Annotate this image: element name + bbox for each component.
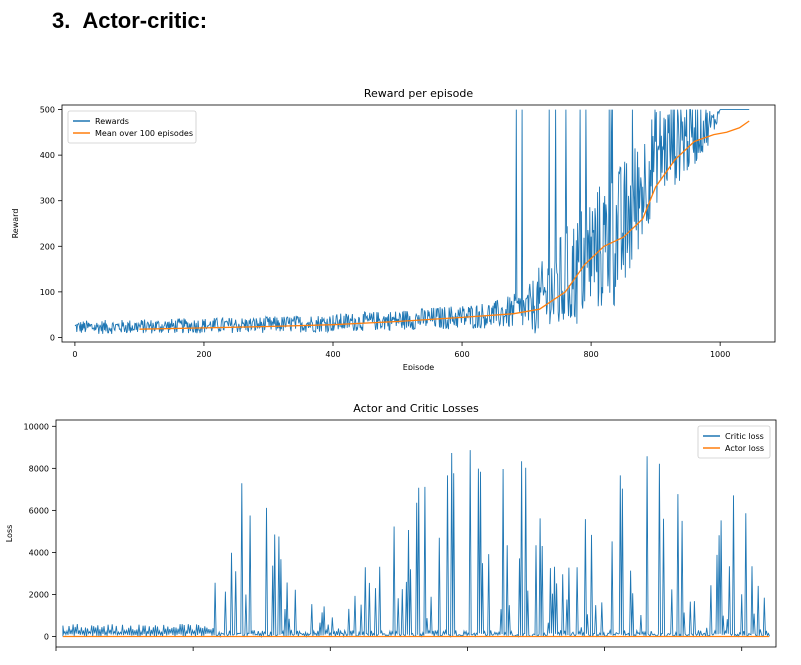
x-tick-label: 600 xyxy=(454,350,469,359)
series-group xyxy=(74,109,750,334)
chart-title: Actor and Critic Losses xyxy=(353,402,479,415)
plot-frame xyxy=(61,104,776,343)
legend: Critic loss Actor loss xyxy=(697,425,771,459)
series-line-2 xyxy=(139,120,750,330)
series-line-1 xyxy=(74,109,750,334)
y-tick-label: 200 xyxy=(40,242,55,251)
x-tick-label: 400 xyxy=(325,350,340,359)
y-tick-label: 10000 xyxy=(24,422,49,431)
x-tick-label: 200 xyxy=(196,350,211,359)
legend-label-2: Mean over 100 episodes xyxy=(95,129,193,138)
y-tick-label: 100 xyxy=(40,288,55,297)
loss-chart: Actor and Critic Losses 0 2000 4000 6000 8000… xyxy=(5,402,777,651)
y-tick-label: 0 xyxy=(50,333,55,342)
section-heading: 3. Actor-critic: xyxy=(52,8,207,34)
y-tick-label: 400 xyxy=(40,151,55,160)
legend-box xyxy=(67,110,197,144)
x-axis-label: Episode xyxy=(403,363,434,370)
section-number: 3. xyxy=(52,8,71,33)
y-tick-label: 500 xyxy=(40,106,55,115)
legend-label-2: Actor loss xyxy=(725,444,764,453)
legend: Rewards Mean over 100 episodes xyxy=(67,110,197,144)
plot-frame xyxy=(55,419,777,648)
x-tick-label: 0 xyxy=(72,350,77,359)
legend-box xyxy=(697,425,771,459)
reward-chart: Reward per episode 0 100 200 300 400 500 0 200 40… xyxy=(11,87,776,370)
section-title: Actor-critic: xyxy=(82,8,208,33)
series-line-1 xyxy=(62,450,770,639)
y-tick-label: 4000 xyxy=(29,548,49,557)
x-tick-label: 800 xyxy=(583,350,598,359)
y-tick-label: 8000 xyxy=(29,464,49,473)
legend-label-1: Rewards xyxy=(95,117,129,126)
y-axis-label: Reward xyxy=(11,209,20,239)
y-tick-label: 0 xyxy=(44,632,49,641)
y-tick-label: 300 xyxy=(40,197,55,206)
x-tick-label: 1000 xyxy=(710,350,730,359)
y-axis-label: Loss xyxy=(5,525,14,543)
series-group xyxy=(62,450,770,639)
y-tick-label: 2000 xyxy=(29,590,49,599)
chart-title: Reward per episode xyxy=(364,87,473,100)
y-tick-label: 6000 xyxy=(29,506,49,515)
legend-label-1: Critic loss xyxy=(725,432,764,441)
